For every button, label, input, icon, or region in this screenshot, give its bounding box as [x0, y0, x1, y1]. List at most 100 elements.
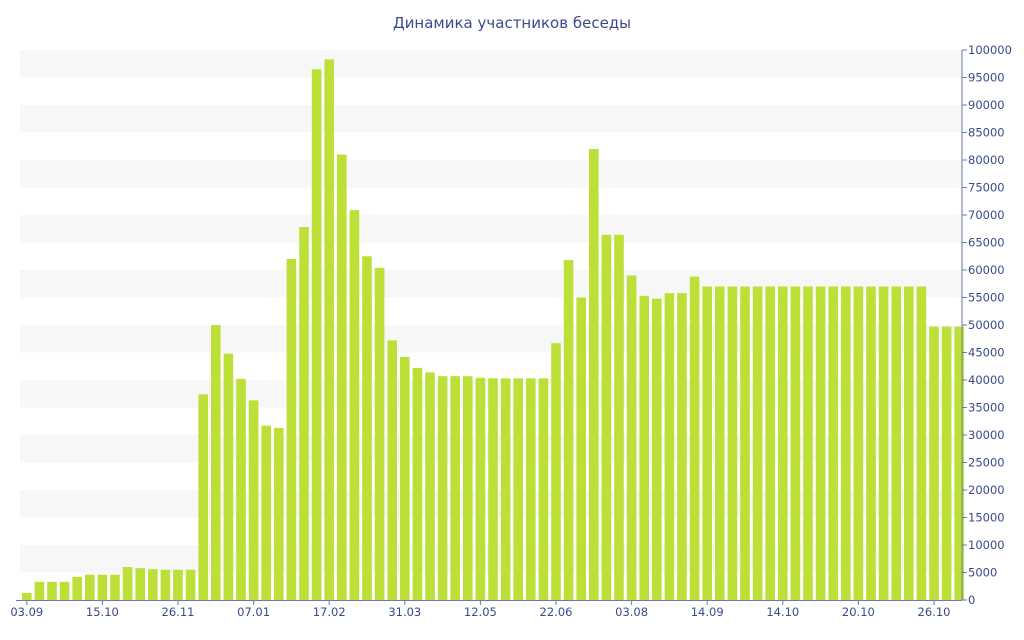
x-tick-label: 17.02 — [313, 605, 346, 619]
bar — [954, 326, 964, 600]
bar — [488, 378, 498, 600]
y-tick-label: 60000 — [968, 263, 1005, 277]
bar — [828, 286, 838, 600]
y-tick-label: 90000 — [968, 98, 1005, 112]
bar — [866, 286, 876, 600]
bar — [677, 293, 687, 600]
bar — [752, 286, 763, 600]
bar — [412, 367, 423, 600]
bar — [790, 286, 801, 600]
grid-band — [20, 50, 962, 78]
y-tick-label: 85000 — [968, 126, 1005, 140]
x-tick-label: 26.10 — [918, 605, 951, 619]
bar — [248, 400, 259, 600]
bar — [362, 256, 372, 600]
y-tick-label: 75000 — [968, 181, 1005, 195]
y-tick-label: 30000 — [968, 428, 1005, 442]
bar — [374, 267, 385, 600]
y-tick-label: 45000 — [968, 346, 1005, 360]
bar — [513, 378, 523, 600]
x-tick-label: 03.08 — [615, 605, 648, 619]
bar — [236, 378, 246, 600]
bar — [702, 286, 712, 600]
x-tick-label: 22.06 — [540, 605, 573, 619]
x-tick-label: 14.09 — [691, 605, 724, 619]
bar — [740, 286, 750, 600]
x-tick-label: 14.10 — [766, 605, 799, 619]
bar — [538, 378, 549, 600]
bar — [337, 154, 347, 600]
y-tick-label: 10000 — [968, 538, 1005, 552]
y-tick-label: 65000 — [968, 236, 1005, 250]
bar — [286, 259, 297, 600]
bar — [463, 376, 473, 600]
y-tick-label: 100000 — [968, 43, 1012, 57]
bar — [589, 149, 599, 600]
bar — [425, 372, 435, 600]
bar — [223, 353, 234, 600]
bar — [450, 376, 460, 600]
y-tick-label: 40000 — [968, 373, 1005, 387]
bar — [122, 567, 133, 600]
chart-title: Динамика участников беседы — [393, 14, 631, 32]
bar — [664, 293, 675, 600]
y-axis: 0 5000 10000 15000 20000 25000 30000 35000 40000… — [961, 43, 1012, 607]
bar — [526, 378, 536, 600]
x-axis: 03.09 15.10 26.11 07.01 17.02 31.03 12.05 22.06… — [10, 600, 962, 619]
y-tick-label: 20000 — [968, 483, 1005, 497]
bar — [941, 326, 952, 600]
y-tick-label: 80000 — [968, 153, 1005, 167]
bar — [22, 592, 32, 600]
y-tick-label: 50000 — [968, 318, 1005, 332]
x-tick-label: 07.01 — [237, 605, 270, 619]
bar — [475, 377, 486, 600]
bar — [500, 378, 511, 600]
x-tick-label: 03.09 — [10, 605, 43, 619]
x-tick-label: 26.11 — [162, 605, 195, 619]
bar — [601, 234, 612, 601]
bar — [715, 286, 725, 600]
bar — [551, 343, 561, 600]
bar — [311, 69, 322, 600]
bar — [135, 568, 145, 600]
y-tick-label: 35000 — [968, 401, 1005, 415]
y-tick-label: 70000 — [968, 208, 1005, 222]
bar — [185, 569, 196, 600]
bar — [173, 569, 183, 600]
bar — [841, 286, 851, 600]
bar — [639, 295, 649, 600]
bar — [274, 427, 284, 600]
bar — [916, 286, 927, 600]
bar — [437, 376, 448, 600]
bar — [778, 286, 788, 600]
y-tick-label: 25000 — [968, 456, 1005, 470]
x-tick-label: 15.10 — [86, 605, 119, 619]
x-tick-label: 12.05 — [464, 605, 497, 619]
bar — [929, 326, 939, 600]
bar — [110, 574, 120, 600]
bar — [97, 574, 108, 600]
bar — [727, 286, 738, 600]
bar — [59, 581, 70, 600]
bar — [198, 394, 208, 600]
grid-band — [20, 215, 962, 243]
bar — [85, 574, 95, 600]
y-tick-label: 5000 — [968, 566, 997, 580]
bar — [324, 59, 334, 601]
bar — [689, 276, 700, 600]
y-tick-label: 15000 — [968, 511, 1005, 525]
bar — [211, 325, 221, 600]
bar — [34, 581, 45, 600]
x-tick-label: 20.10 — [842, 605, 875, 619]
bar — [614, 234, 624, 601]
bar — [299, 227, 309, 600]
bar — [400, 356, 410, 600]
bar — [765, 286, 775, 600]
y-tick-label: 95000 — [968, 71, 1005, 85]
bar — [904, 286, 914, 600]
bar — [878, 286, 889, 600]
bar — [160, 569, 171, 600]
y-tick-label: 55000 — [968, 291, 1005, 305]
grid-band — [20, 105, 962, 133]
